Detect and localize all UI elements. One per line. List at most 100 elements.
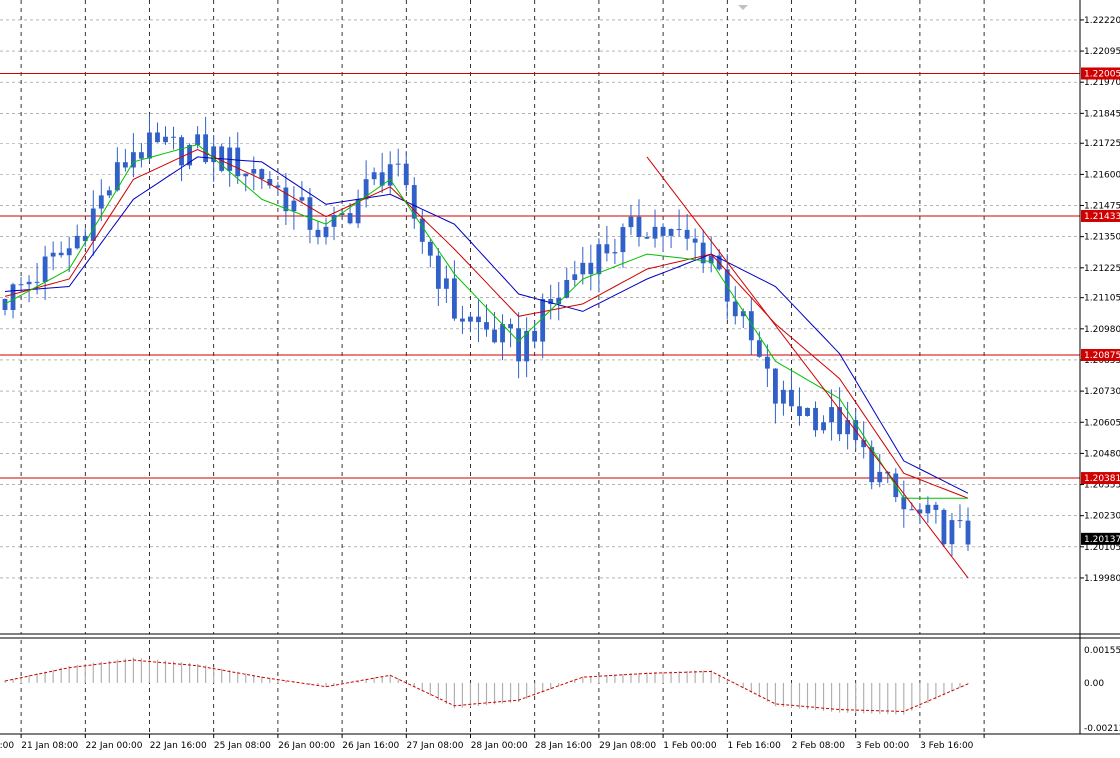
candle-body: [676, 229, 682, 231]
candle-body: [171, 136, 176, 138]
candle-body: [660, 226, 666, 236]
candle-body: [419, 218, 425, 242]
time-tick-label: 25 Jan 08:00: [214, 741, 271, 751]
candle-body: [813, 407, 818, 431]
candle-body: [524, 330, 530, 362]
candle-body: [315, 229, 321, 238]
level-price-tag: [1081, 348, 1120, 361]
price-tick-label: 1.21970: [1084, 78, 1120, 88]
grid: [0, 0, 1080, 734]
candle-body: [235, 147, 241, 177]
level-price-label: 1.21433: [1084, 212, 1120, 222]
price-tick-label: 1.21105: [1084, 294, 1120, 304]
candle-body: [163, 136, 168, 143]
candle-body: [516, 328, 522, 362]
candle-body: [556, 297, 562, 305]
candle-body: [941, 509, 947, 545]
candle-body: [821, 422, 826, 431]
candle-body: [355, 199, 361, 224]
candle-body: [933, 504, 939, 510]
price-tick-label: 1.19980: [1084, 574, 1120, 584]
horizontal-levels: [0, 72, 1080, 479]
candle-body: [50, 252, 56, 257]
candle-body: [917, 509, 923, 514]
candle-body: [877, 471, 883, 483]
candle-body: [243, 173, 249, 177]
candle-body: [869, 447, 875, 483]
candle-body: [700, 242, 706, 264]
candle-body: [668, 229, 674, 236]
candle-body: [644, 236, 650, 239]
candle-body: [82, 235, 88, 241]
oscillator-tick-label: -0.00213: [1084, 724, 1120, 734]
trendline: [646, 156, 969, 579]
candle-body: [291, 200, 297, 212]
signal-line: [4, 659, 969, 713]
candle-body: [42, 256, 48, 282]
candle-body: [90, 208, 96, 241]
candle-body: [122, 162, 128, 168]
level-price-tag: [1081, 209, 1120, 222]
candle-body: [66, 248, 72, 256]
oscillator-panel: [4, 657, 969, 715]
oscillator-tick-label: 0.00: [1084, 679, 1104, 689]
candle-body: [275, 185, 281, 188]
candle-body: [371, 172, 377, 180]
candle-body: [772, 368, 778, 404]
candle-body: [267, 178, 273, 186]
current-price-tag: [1081, 532, 1120, 545]
level-price-label: 1.20875: [1084, 351, 1120, 361]
candle-body: [764, 356, 770, 369]
candle-body: [114, 162, 120, 191]
price-axis: 1.22220 1.22095 1.21970 1.21845 1.21725 1.216…: [1080, 16, 1120, 584]
candle-body: [451, 278, 457, 319]
candle-body: [732, 301, 738, 317]
time-tick-label: 29 Jan 08:00: [599, 741, 656, 751]
candle-body: [130, 152, 136, 168]
candle-body: [572, 274, 578, 280]
time-tick-label: 22 Jan 00:00: [86, 741, 143, 751]
candle-body: [2, 298, 8, 310]
time-tick-label: 21 Jan 08:00: [21, 741, 78, 751]
candle-body: [307, 197, 313, 230]
ma-slow-line: [4, 156, 969, 494]
candle-body: [211, 146, 217, 163]
candle-body: [259, 169, 265, 179]
price-tick-label: 1.20980: [1084, 325, 1120, 335]
time-tick-label: 1 Feb 00:00: [663, 741, 717, 751]
price-tick-label: 1.20480: [1084, 449, 1120, 459]
candle-body: [460, 318, 465, 322]
candle-body: [829, 407, 834, 423]
ma-mid-line: [4, 148, 969, 499]
candle-body: [34, 281, 40, 283]
candle-body: [540, 299, 546, 342]
candle-body: [98, 195, 104, 209]
candle-body: [179, 137, 184, 166]
time-tick-label: 1 Feb 16:00: [728, 741, 782, 751]
time-tick-label: 26 Jan 00:00: [278, 741, 335, 751]
candle-body: [106, 190, 112, 196]
scroll-marker-icon[interactable]: [738, 5, 748, 10]
candle-body: [283, 187, 289, 212]
candle-body: [251, 169, 257, 174]
candle-body: [548, 299, 554, 305]
time-tick-label: 3 Feb 00:00: [856, 741, 910, 751]
price-tick-label: 1.22095: [1084, 47, 1120, 57]
candle-body: [789, 389, 794, 407]
trendline-layer: [646, 156, 969, 579]
candle-body: [58, 252, 64, 256]
candle-body: [10, 284, 16, 310]
candle-body: [901, 497, 907, 510]
candle-body: [949, 520, 955, 545]
candle-body: [957, 520, 963, 522]
candle-body: [387, 164, 393, 186]
price-tick-label: 1.20605: [1084, 418, 1120, 428]
time-tick-label: 28 Jan 00:00: [471, 741, 528, 751]
candle-body: [805, 407, 810, 417]
candle-body: [147, 132, 152, 159]
candle-body: [379, 172, 385, 186]
time-tick-label: 28 Jan 16:00: [535, 741, 592, 751]
candle-body: [652, 226, 658, 239]
candle-body: [195, 134, 201, 146]
